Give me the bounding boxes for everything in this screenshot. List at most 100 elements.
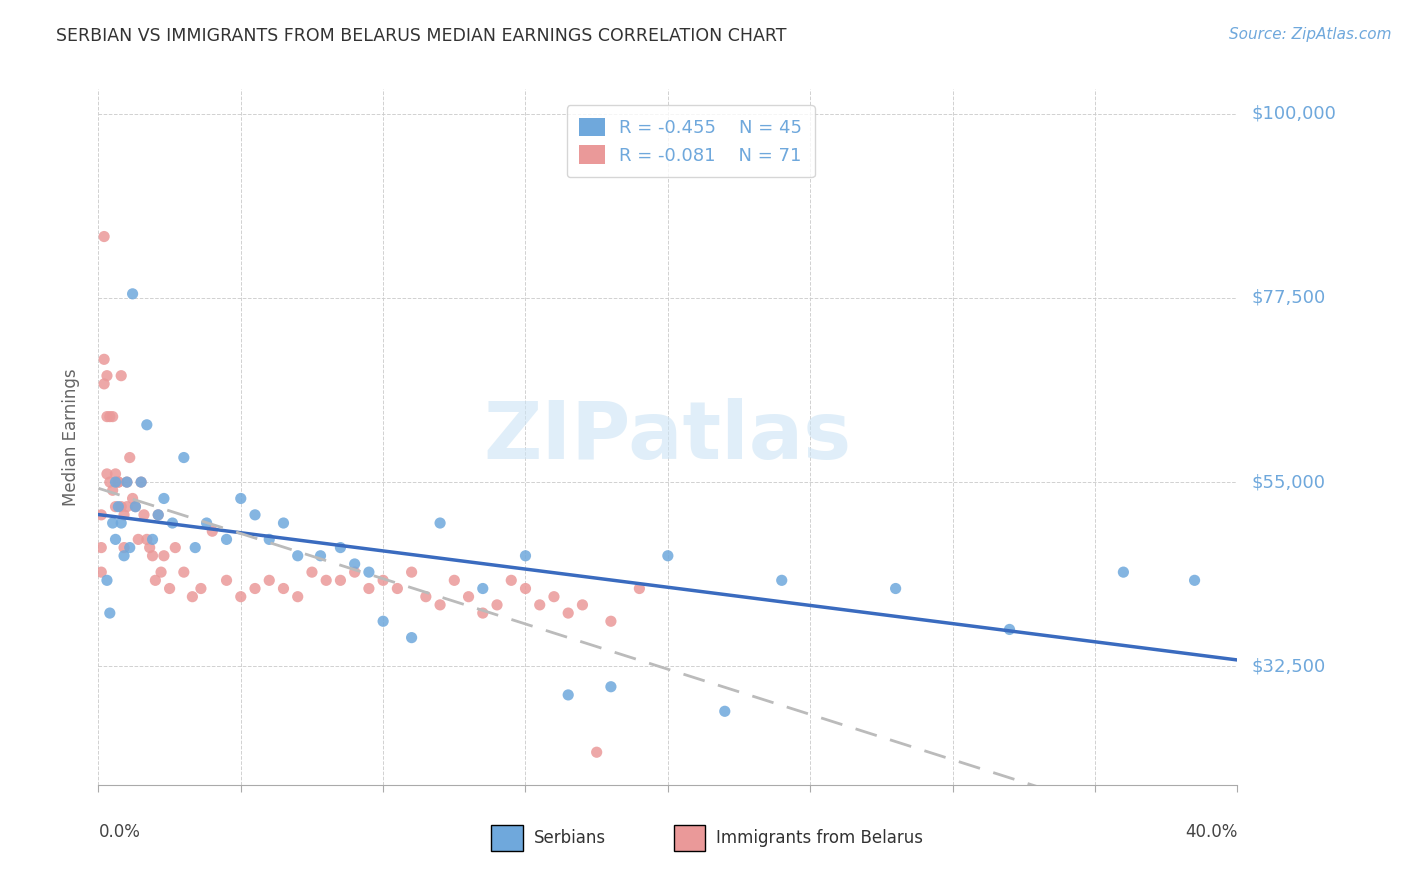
Point bbox=[104, 500, 127, 514]
Point bbox=[343, 557, 366, 571]
Point bbox=[471, 606, 494, 620]
Point bbox=[600, 614, 623, 628]
Point bbox=[121, 286, 143, 301]
Point bbox=[201, 524, 224, 539]
Point bbox=[287, 549, 309, 563]
Point bbox=[138, 541, 160, 555]
Point bbox=[429, 516, 451, 530]
Point bbox=[557, 606, 579, 620]
Point bbox=[107, 475, 129, 489]
Text: Immigrants from Belarus: Immigrants from Belarus bbox=[716, 829, 922, 847]
Point bbox=[90, 508, 112, 522]
Point bbox=[165, 541, 187, 555]
Legend: R = -0.455    N = 45, R = -0.081    N = 71: R = -0.455 N = 45, R = -0.081 N = 71 bbox=[567, 105, 814, 178]
Text: $77,500: $77,500 bbox=[1251, 289, 1326, 307]
Point bbox=[112, 549, 135, 563]
Text: 0.0%: 0.0% bbox=[98, 823, 141, 841]
Point bbox=[543, 590, 565, 604]
Point bbox=[443, 574, 465, 588]
Point bbox=[98, 475, 121, 489]
Point bbox=[96, 467, 118, 481]
Point bbox=[110, 516, 132, 530]
Point bbox=[90, 541, 112, 555]
Point bbox=[557, 688, 579, 702]
Point bbox=[357, 582, 380, 596]
Point bbox=[195, 516, 218, 530]
Point bbox=[121, 491, 143, 506]
Point bbox=[273, 582, 295, 596]
Point bbox=[273, 516, 295, 530]
Point bbox=[135, 417, 157, 432]
Point bbox=[259, 574, 281, 588]
Point bbox=[148, 508, 170, 522]
Point bbox=[107, 500, 129, 514]
Point bbox=[415, 590, 437, 604]
Point bbox=[515, 582, 537, 596]
Text: Serbians: Serbians bbox=[533, 829, 606, 847]
Point bbox=[118, 450, 141, 465]
Point bbox=[104, 475, 127, 489]
Text: $55,000: $55,000 bbox=[1251, 473, 1326, 491]
Text: SERBIAN VS IMMIGRANTS FROM BELARUS MEDIAN EARNINGS CORRELATION CHART: SERBIAN VS IMMIGRANTS FROM BELARUS MEDIA… bbox=[56, 27, 787, 45]
Point bbox=[145, 574, 167, 588]
Text: $32,500: $32,500 bbox=[1251, 657, 1326, 675]
Point bbox=[115, 475, 138, 489]
Point bbox=[162, 516, 184, 530]
Point bbox=[287, 590, 309, 604]
Point bbox=[1184, 574, 1206, 588]
Point bbox=[600, 680, 623, 694]
Point bbox=[401, 565, 423, 579]
Point bbox=[181, 590, 204, 604]
Point bbox=[585, 745, 607, 759]
Point bbox=[229, 590, 252, 604]
Point bbox=[1112, 565, 1135, 579]
Y-axis label: Median Earnings: Median Earnings bbox=[62, 368, 80, 506]
Point bbox=[770, 574, 793, 588]
Point bbox=[309, 549, 332, 563]
Point bbox=[110, 500, 132, 514]
Point bbox=[90, 565, 112, 579]
Point bbox=[150, 565, 173, 579]
Point bbox=[124, 500, 146, 514]
Text: $100,000: $100,000 bbox=[1251, 104, 1336, 123]
Point bbox=[101, 409, 124, 424]
Point bbox=[429, 598, 451, 612]
Point bbox=[112, 508, 135, 522]
Point bbox=[115, 500, 138, 514]
Point bbox=[401, 631, 423, 645]
Point bbox=[229, 491, 252, 506]
Point bbox=[110, 368, 132, 383]
Point bbox=[107, 475, 129, 489]
Point bbox=[373, 614, 395, 628]
Point bbox=[93, 352, 115, 367]
Point bbox=[93, 229, 115, 244]
Point bbox=[129, 475, 152, 489]
Point bbox=[315, 574, 337, 588]
Point bbox=[135, 533, 157, 547]
Point bbox=[243, 582, 266, 596]
Point bbox=[96, 574, 118, 588]
Point bbox=[301, 565, 323, 579]
Point bbox=[98, 606, 121, 620]
Point bbox=[387, 582, 409, 596]
Point bbox=[101, 483, 124, 498]
Point bbox=[998, 623, 1021, 637]
Point bbox=[173, 565, 195, 579]
Point bbox=[104, 467, 127, 481]
Point bbox=[215, 574, 238, 588]
Point bbox=[471, 582, 494, 596]
Point bbox=[884, 582, 907, 596]
Point bbox=[104, 533, 127, 547]
Point bbox=[259, 533, 281, 547]
Point bbox=[628, 582, 651, 596]
Text: Source: ZipAtlas.com: Source: ZipAtlas.com bbox=[1229, 27, 1392, 42]
Point bbox=[153, 491, 176, 506]
Point bbox=[101, 516, 124, 530]
Point bbox=[190, 582, 212, 596]
Point bbox=[159, 582, 181, 596]
Point bbox=[343, 565, 366, 579]
Point bbox=[184, 541, 207, 555]
Point bbox=[501, 574, 523, 588]
Point bbox=[112, 541, 135, 555]
Point bbox=[515, 549, 537, 563]
